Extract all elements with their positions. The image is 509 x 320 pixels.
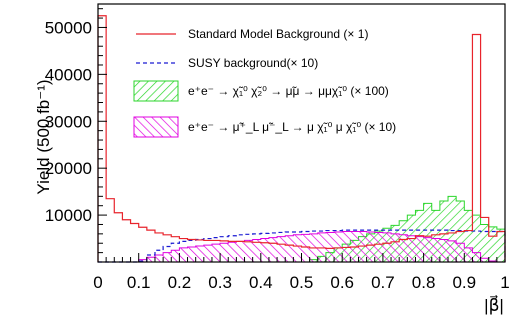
x-tick-label: 0.4 [249, 273, 273, 292]
y-tick-label: 10000 [45, 206, 92, 225]
legend-label-susy: SUSY background(× 10) [188, 56, 318, 70]
legend-label-sm: Standard Model Background (× 1) [188, 27, 368, 41]
x-tick-label: 1 [500, 273, 509, 292]
legend-swatch-magenta [133, 116, 179, 138]
y-axis-title: Yield (500 fb⁻¹) [34, 79, 53, 194]
x-axis-title: |β⃗| [484, 295, 504, 315]
x-tick-label: 0.9 [452, 273, 476, 292]
x-tick-label: 0.2 [168, 273, 192, 292]
y-tick-label: 50000 [45, 18, 92, 37]
y-tick-label: 40000 [45, 65, 92, 84]
legend-label-magenta: e⁺e⁻ → μ̃⁺_L μ̃⁻_L → μ χ̃₁⁰ μ χ̃₁⁰ (× 10… [188, 120, 396, 134]
x-tick-label: 0.3 [208, 273, 232, 292]
legend-label-green: e⁺e⁻ → χ̃₁⁰ χ̃₂⁰ → μ̃μ → μμχ̃₁⁰ (× 100) [188, 84, 389, 98]
x-tick-label: 0 [93, 273, 102, 292]
legend: Standard Model Background (× 1) SUSY bac… [133, 27, 396, 138]
axes [97, 3, 506, 263]
x-tick-label: 0.8 [412, 273, 436, 292]
x-tick-label: 0.1 [127, 273, 151, 292]
series-layer [97, 15, 506, 263]
tick-labels: 0 0.1 0.2 0.3 0.4 0.5 0.6 0.7 0.8 0.9 1 10000 20000 3… [45, 18, 509, 292]
x-tick-label: 0.6 [330, 273, 354, 292]
y-tick-label: 30000 [45, 112, 92, 131]
x-tick-label: 0.5 [290, 273, 314, 292]
legend-swatch-green [133, 80, 179, 102]
sm-background-histogram [97, 15, 506, 262]
y-tick-label: 20000 [45, 159, 92, 178]
x-tick-label: 0.7 [371, 273, 395, 292]
susy-background-histogram [98, 229, 506, 263]
